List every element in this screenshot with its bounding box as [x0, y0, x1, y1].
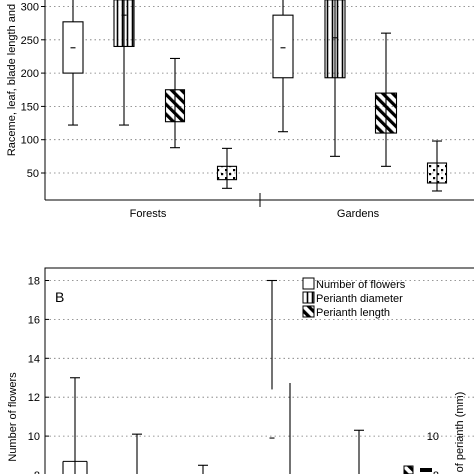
panel-b-y-tick-label: 14: [28, 353, 40, 365]
panel-b-y-tick-label: 12: [28, 392, 40, 404]
panel-a-box-body: [216, 165, 238, 181]
panel-b: 8 10 12 14 16 18 10 8 B Number of flowers of p…: [7, 267, 474, 474]
panel-a-box: [62, 0, 84, 126]
panel-a-box-body: [324, 0, 346, 79]
panel-a-y-ticks: 50 100 150 200 250 300: [21, 2, 45, 180]
legend-entry-perianth-length: Perianth length: [302, 305, 390, 319]
panel-b-label: B: [55, 289, 64, 305]
panel-a-y-tick-label: 50: [27, 168, 39, 180]
panel-b-box: [132, 433, 142, 474]
panel-a-y-tick-label: 300: [21, 2, 39, 14]
panel-b-box: [62, 377, 88, 474]
panel-b-y2-axis-label: of perianth (mm): [454, 392, 466, 473]
panel-b-box: [267, 279, 277, 439]
panel-a-boxes: [62, 0, 448, 192]
panel-a-y-axis-label: Raceme, leaf, blade length and: [6, 4, 18, 156]
panel-b-y-tick-label: 8: [34, 470, 40, 474]
panel-b-box: [198, 464, 208, 474]
panel-b-y-tick-label: 16: [28, 314, 40, 326]
legend-entry-number-of-flowers: Number of flowers: [302, 277, 406, 291]
panel-b-box-body: [420, 468, 432, 472]
panel-b-gridlines: [45, 280, 474, 437]
panel-a-y-tick-label: 150: [21, 101, 39, 113]
panel-a-box-body: [164, 89, 186, 123]
panel-a-box-body: [374, 92, 398, 134]
legend-label-number-of-flowers: Number of flowers: [316, 279, 406, 291]
panel-b-boxes: [62, 279, 432, 474]
panel-a-box: [113, 0, 135, 126]
panel-a-gridlines: [45, 6, 474, 174]
panel-b-frame: [44, 267, 474, 474]
panel-b-y2-ticks: 10 8: [427, 431, 439, 474]
panel-b-box-body: [403, 465, 414, 474]
panel-a-box: [374, 32, 398, 167]
panel-b-y-ticks: 8 10 12 14 16 18: [28, 276, 49, 474]
panel-a: 50 100 150 200 250 300 Forests Gardens Raceme…: [6, 0, 474, 220]
panel-b-y2-tick-label: 8: [433, 470, 439, 474]
panel-a-y-tick-label: 200: [21, 68, 39, 80]
legend: Number of flowers Perianth diameter Peri…: [302, 277, 406, 319]
panel-b-y-tick-label: 18: [28, 276, 40, 288]
panel-a-group-label-forests: Forests: [130, 208, 167, 220]
panel-a-y-tick-label: 100: [21, 135, 39, 147]
panel-b-y-tick-label: 10: [28, 431, 40, 443]
panel-a-box-body: [426, 162, 448, 184]
panel-a-box: [272, 0, 294, 133]
panel-a-box-body: [113, 0, 135, 48]
panel-b-box: [354, 429, 364, 474]
panel-a-box-body: [272, 14, 294, 79]
panel-a-box: [426, 140, 448, 192]
panel-b-y2-tick-label: 10: [427, 431, 439, 443]
legend-label-perianth-length: Perianth length: [316, 307, 390, 319]
panel-a-box: [164, 57, 186, 149]
panel-a-y-tick-label: 250: [21, 35, 39, 47]
panel-a-box: [324, 0, 346, 157]
panel-a-group-label-gardens: Gardens: [337, 208, 380, 220]
panel-b-y-axis-label: Number of flowers: [7, 372, 19, 462]
legend-entry-perianth-diameter: Perianth diameter: [302, 291, 403, 305]
panel-a-box: [216, 147, 238, 189]
legend-label-perianth-diameter: Perianth diameter: [316, 293, 403, 305]
